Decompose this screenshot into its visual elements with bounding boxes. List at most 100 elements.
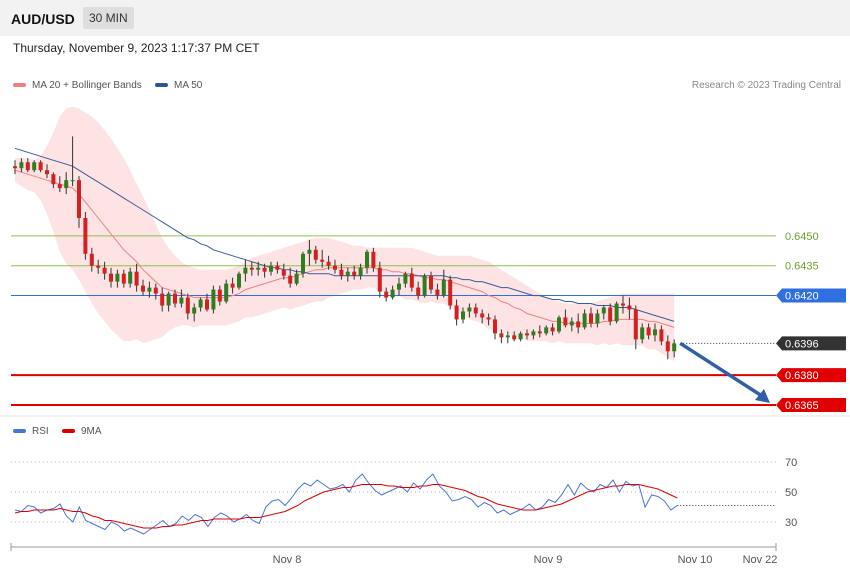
x-tick-label: Nov 22 [743,554,778,566]
candle [243,259,248,282]
candle [653,323,657,342]
candle-body [262,267,267,272]
candle [307,239,312,266]
candle-body [614,303,619,322]
candle-body [51,174,56,185]
candle-body [269,265,273,272]
candle [358,263,363,280]
candle-body [179,297,184,304]
candle [422,273,427,298]
candle [646,323,651,340]
candle-body [422,275,427,296]
candle [499,329,504,344]
candle-body [589,313,593,324]
candle-body [205,299,209,310]
candle [672,339,677,358]
candle-body [313,249,318,260]
candle-body [281,269,286,276]
candle-body [102,267,107,274]
level-label-0.6365: 0.6365 [785,400,819,412]
candle [77,176,81,228]
forecast-arrow-shaft [679,341,763,398]
candle [339,263,344,280]
candle-body [646,327,651,336]
legend-swatch-ma20 [13,83,26,88]
candle [454,299,459,326]
candle-body [416,287,421,296]
level-label-0.6435: 0.6435 [785,261,819,273]
candle [486,313,491,326]
candle [333,259,337,274]
candle-body [83,217,88,254]
candle-body [320,259,325,262]
candle-body [601,307,606,314]
candle [153,283,158,300]
candle [32,160,37,173]
candle-body [217,289,222,302]
candle [582,309,587,330]
candle-body [435,289,440,296]
candle [141,279,145,296]
candle-body [480,313,485,318]
candle-body [569,321,574,326]
candle [109,267,113,288]
candle [147,281,152,298]
x-tick-label: Nov 9 [534,554,563,566]
rsi-9ma-line [14,484,678,529]
x-tick-label: Nov 10 [678,554,713,566]
candle-body [557,317,561,332]
candle-body [659,329,664,342]
chart-timestamp: Thursday, November 9, 2023 1:17:37 PM CE… [13,41,260,55]
candle [505,331,510,344]
candle [25,158,30,173]
level-tag-0.6396 [776,336,846,351]
candle [83,211,88,260]
candle [160,287,165,312]
candle-body [525,333,529,336]
timeframe-button[interactable]: 30 MIN [83,7,134,29]
candle [345,267,350,282]
candle [544,325,549,336]
candle [166,291,171,312]
legend-ma20: MA 20 + Bollinger Bands [13,80,142,91]
candle-body [473,307,478,314]
legend-swatch-ma50 [155,83,168,88]
candle [493,315,497,340]
ma50-line [14,147,675,322]
candle-body [13,166,17,169]
candle [595,309,600,328]
candle [269,261,273,276]
candle-body [505,335,510,338]
candle [198,297,203,312]
candle [89,247,94,272]
candle [633,305,638,350]
legend-swatch-9ma [62,429,75,434]
candle [57,176,62,193]
candle [301,251,305,278]
candle [377,261,382,298]
legend-label-ma50: MA 50 [174,80,203,91]
candle-body [339,269,344,276]
candle-body [96,265,101,268]
candle-body [288,275,293,284]
candle-body [256,267,261,270]
candle [403,271,408,288]
legend-label-9ma: 9MA [81,426,102,437]
candle-body [595,313,600,324]
candle-body [537,331,542,334]
candle [102,261,107,280]
candle-body [352,271,357,276]
candle-body [147,287,152,292]
candle-body [25,162,30,171]
candle-body [57,184,62,189]
rsi-tick-label-30: 30 [785,517,797,529]
candle [525,329,529,340]
candle-body [384,291,389,298]
candle-body [77,180,81,218]
candle [640,323,645,344]
candle-body [531,331,536,336]
candle [121,269,126,288]
candle [665,335,670,360]
forecast-arrow-head [755,389,770,403]
